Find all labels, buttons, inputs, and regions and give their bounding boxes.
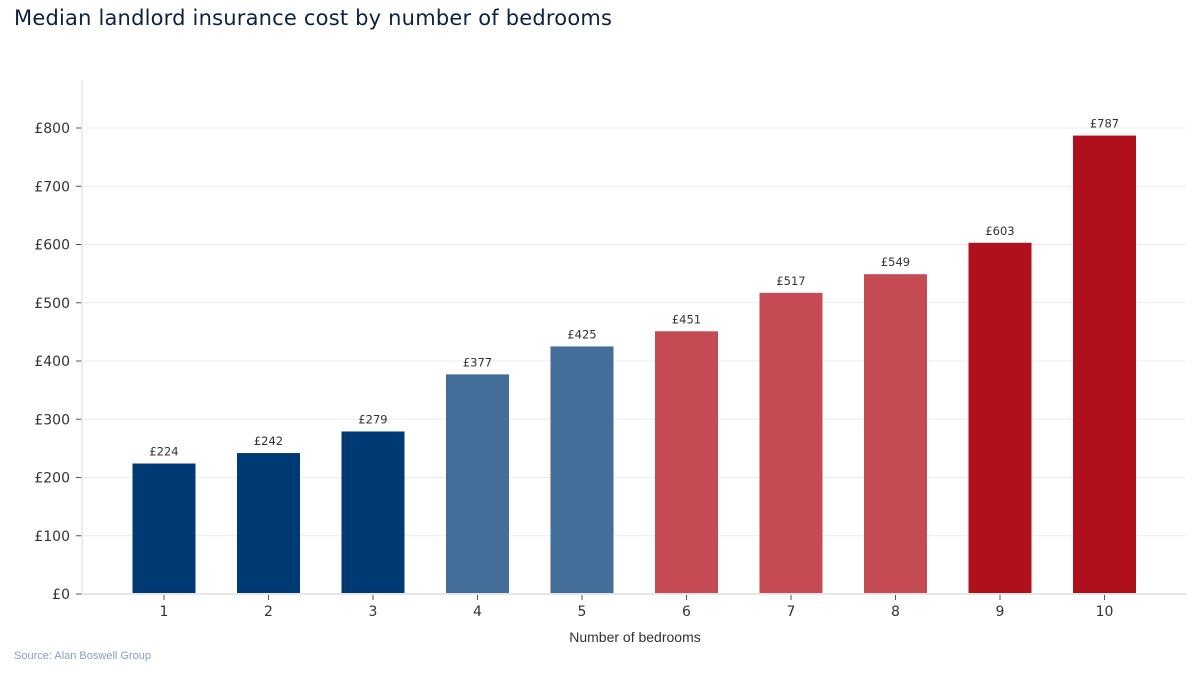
x-tick-label: 1 <box>160 604 169 620</box>
bar <box>655 331 718 594</box>
y-tick-label: £300 <box>34 412 70 428</box>
bar <box>759 292 823 594</box>
bar <box>864 274 927 594</box>
y-tick-label: £100 <box>34 529 70 545</box>
y-tick-label: £600 <box>34 238 70 254</box>
data-label: £224 <box>149 445 178 459</box>
x-tick-label: 2 <box>264 604 273 620</box>
data-label: £377 <box>463 355 492 369</box>
x-axis-title: Number of bedrooms <box>569 629 701 645</box>
data-label: £787 <box>1090 117 1119 131</box>
x-tick-label: 7 <box>787 604 796 620</box>
x-tick-label: 10 <box>1096 604 1114 620</box>
x-tick-label: 3 <box>369 604 378 620</box>
y-tick-label: £800 <box>34 121 70 137</box>
x-tick-label: 9 <box>996 604 1005 620</box>
y-tick-label: £400 <box>34 354 70 370</box>
data-label: £242 <box>254 434 283 448</box>
bar <box>550 346 614 594</box>
chart-title: Median landlord insurance cost by number… <box>14 6 613 30</box>
x-tick-label: 4 <box>473 604 482 620</box>
data-label: £549 <box>881 255 910 269</box>
data-label: £279 <box>358 412 387 426</box>
y-tick-label: £200 <box>34 471 70 487</box>
y-tick-label: £500 <box>34 296 70 312</box>
data-label: £425 <box>567 327 596 341</box>
data-label: £517 <box>776 274 805 288</box>
bar <box>132 463 196 594</box>
y-tick-label: £700 <box>34 179 70 195</box>
y-tick-label: £0 <box>52 587 70 603</box>
bar <box>341 431 405 594</box>
source-note: Source: Alan Boswell Group <box>14 650 151 662</box>
x-tick-label: 6 <box>682 604 691 620</box>
bar <box>1073 135 1136 594</box>
x-tick-label: 8 <box>891 604 900 620</box>
data-label: £451 <box>672 312 701 326</box>
bar <box>446 374 509 594</box>
data-label: £603 <box>985 224 1014 238</box>
x-tick-label: 5 <box>578 604 587 620</box>
bar <box>968 242 1032 594</box>
bar <box>237 453 300 594</box>
